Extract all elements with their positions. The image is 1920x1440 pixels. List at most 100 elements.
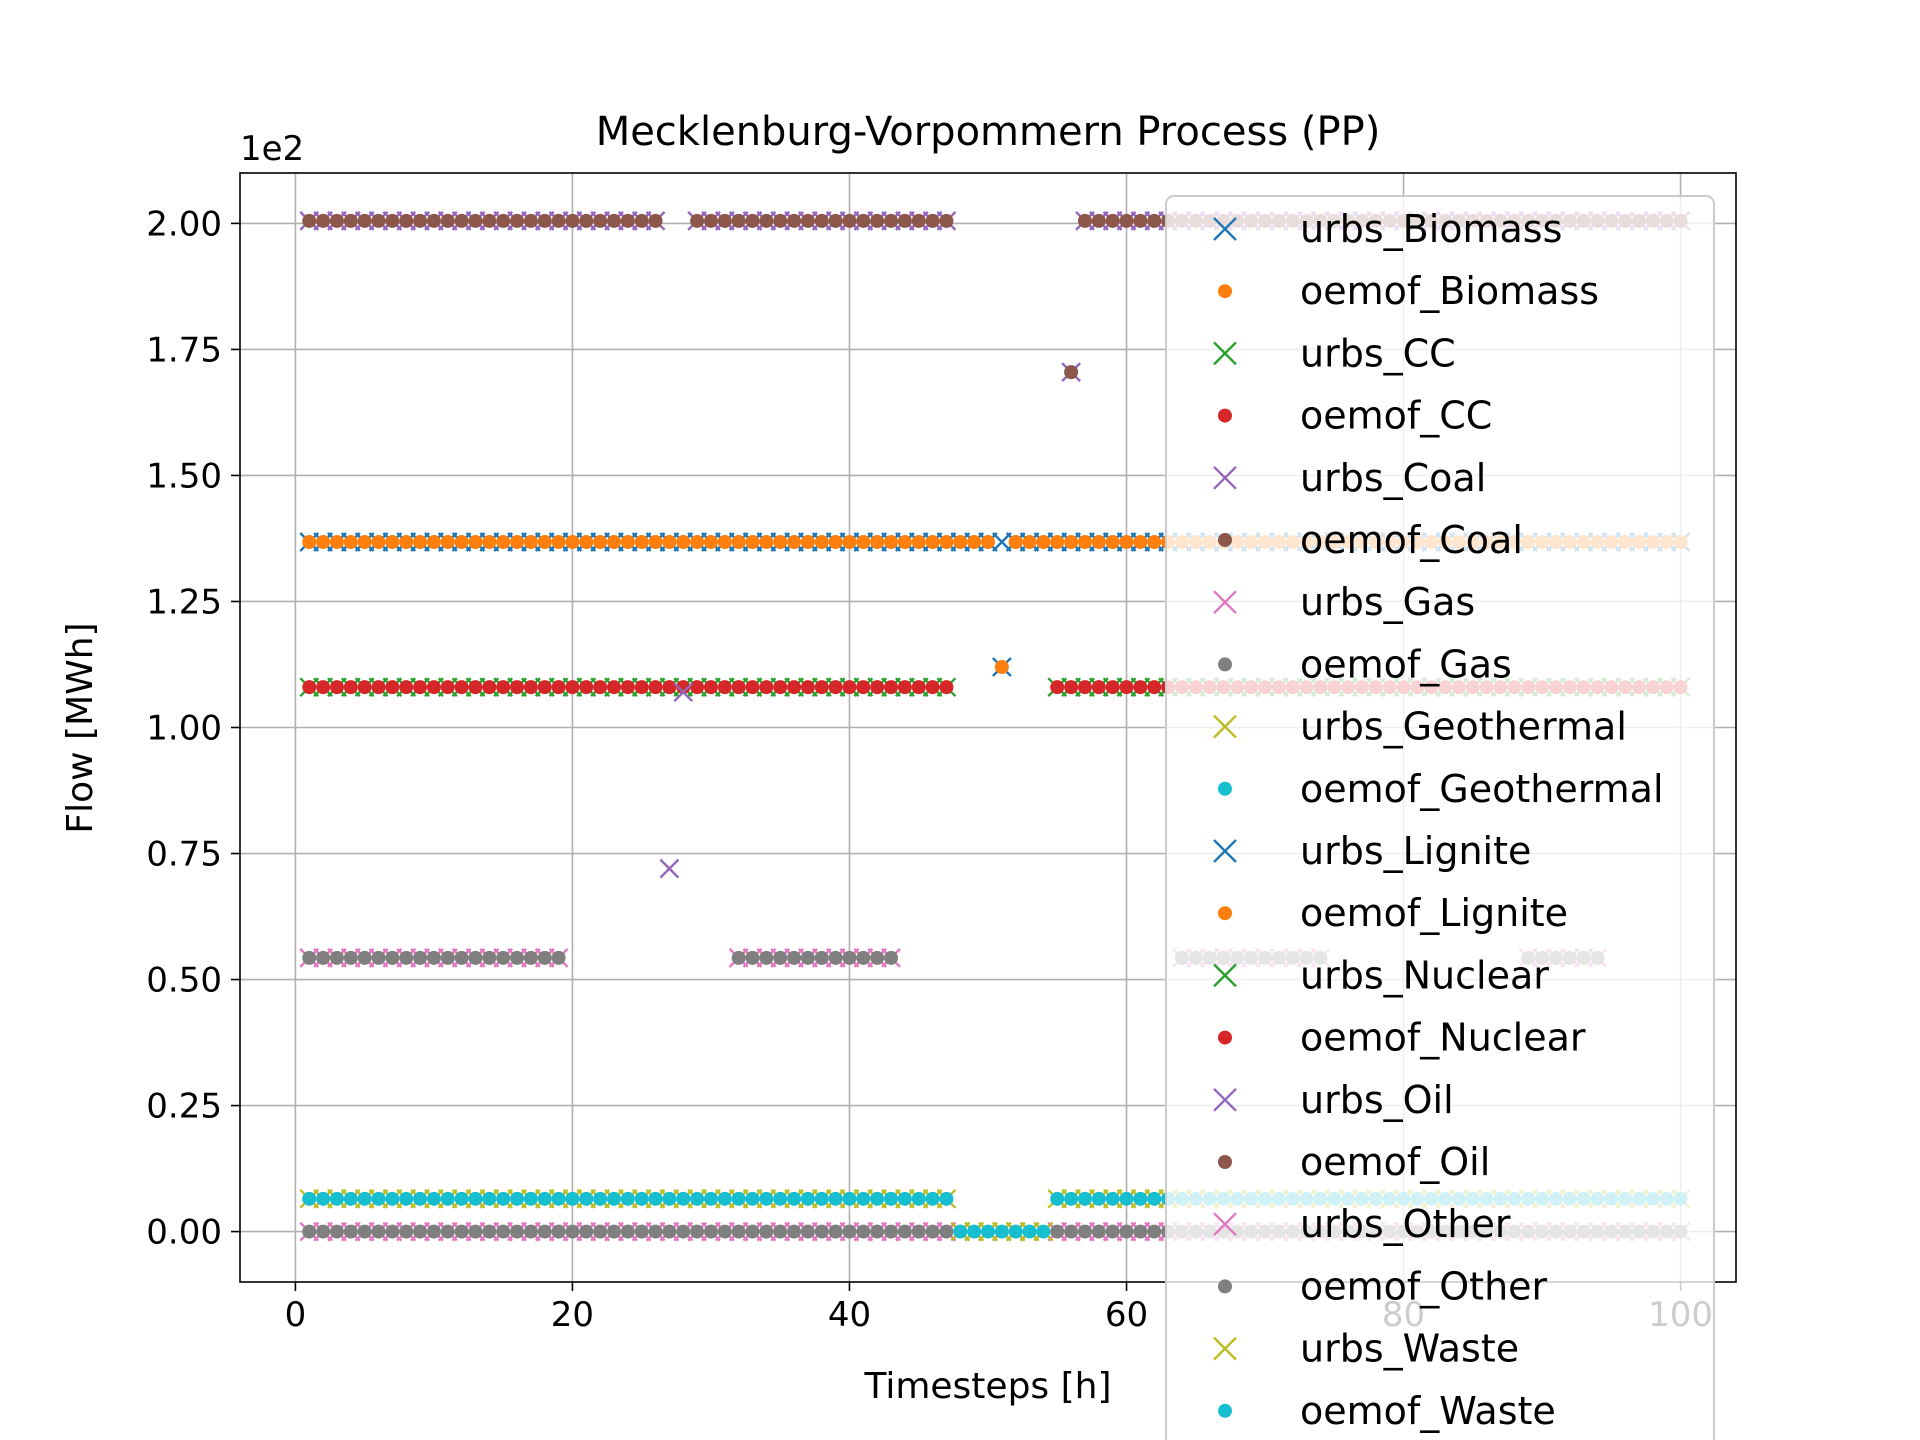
legend: urbs_Biomass oemof_Biomass urbs_CC oemof_CC… — [1165, 195, 1715, 1440]
point-oemof-other — [523, 1224, 538, 1239]
point-oemof-waste — [1008, 1224, 1023, 1239]
point-oemof-geothermal — [828, 1191, 843, 1206]
point-oemof-coal — [787, 213, 802, 228]
point-oemof-biomass — [1119, 534, 1134, 549]
point-oemof-other — [399, 1224, 414, 1239]
point-oemof-other — [676, 1224, 691, 1239]
point-oemof-geothermal — [745, 1191, 760, 1206]
point-oemof-biomass — [1077, 534, 1092, 549]
point-oemof-biomass — [939, 534, 954, 549]
point-oemof-cc — [537, 680, 552, 695]
point-oemof-cc — [634, 680, 649, 695]
point-oemof-cc — [426, 680, 441, 695]
point-oemof-geothermal — [1105, 1191, 1120, 1206]
point-oemof-gas — [537, 950, 552, 965]
point-oemof-cc — [648, 680, 663, 695]
point-oemof-coal — [607, 213, 621, 228]
point-oemof-geothermal — [787, 1191, 802, 1206]
point-oemof-waste — [994, 1224, 1009, 1239]
point-oemof-cc — [870, 680, 885, 695]
point-oemof-gas — [385, 950, 400, 965]
point-oemof-biomass — [897, 534, 912, 549]
point-oemof-other — [925, 1224, 940, 1239]
point-oemof-biomass — [1105, 534, 1120, 549]
point-oemof-geothermal — [426, 1191, 441, 1206]
point-oemof-gas — [745, 950, 760, 965]
point-oemof-biomass — [745, 534, 760, 549]
point-oemof-biomass — [690, 534, 705, 549]
point-oemof-biomass — [884, 534, 899, 549]
point-oemof-gas — [468, 950, 483, 965]
point-oemof-geothermal — [911, 1191, 926, 1206]
point-oemof-other — [496, 1224, 511, 1239]
point-oemof-other — [911, 1224, 926, 1239]
point-oemof-coal — [800, 213, 815, 228]
point-oemof-cc — [593, 680, 608, 695]
point-oemof-coal — [620, 213, 635, 228]
point-oemof-geothermal — [800, 1191, 815, 1206]
point-oemof-waste — [1022, 1224, 1037, 1239]
point-oemof-cc — [413, 680, 428, 695]
point-oemof-coal — [773, 213, 788, 228]
legend-item-oemof-other: oemof_Other — [1218, 1264, 1548, 1308]
legend-marker-oemof-coal — [1218, 533, 1232, 547]
point-oemof-biomass — [703, 534, 718, 549]
point-oemof-biomass — [593, 534, 608, 549]
point-oemof-gas — [357, 950, 372, 965]
legend-label-urbs-oil: urbs_Oil — [1300, 1078, 1454, 1122]
point-oemof-other — [510, 1224, 525, 1239]
point-oemof-biomass — [773, 534, 788, 549]
point-oemof-waste — [1036, 1224, 1051, 1239]
point-oemof-biomass — [510, 534, 525, 549]
point-oemof-biomass — [731, 534, 746, 549]
point-oemof-biomass — [385, 534, 400, 549]
point-oemof-cc — [454, 680, 469, 695]
point-oemof-cc — [842, 680, 857, 695]
point-oemof-cc — [787, 680, 802, 695]
point-oemof-cc — [482, 680, 497, 695]
point-oemof-cc — [620, 680, 635, 695]
point-oemof-cc — [690, 680, 705, 695]
point-oemof-cc — [316, 680, 331, 695]
legend-item-urbs-geothermal: urbs_Geothermal — [1213, 705, 1627, 749]
point-oemof-other — [1133, 1224, 1148, 1239]
point-oemof-gas — [787, 950, 802, 965]
point-oemof-other — [773, 1224, 788, 1239]
point-oemof-geothermal — [620, 1191, 635, 1206]
point-oemof-coal — [634, 213, 649, 228]
point-oemof-geothermal — [496, 1191, 511, 1206]
y-tick-label: 0.25 — [146, 1087, 222, 1127]
point-oemof-geothermal — [856, 1191, 871, 1206]
point-oemof-geothermal — [814, 1191, 829, 1206]
x-tick-label: 20 — [551, 1295, 594, 1335]
point-oemof-geothermal — [1050, 1191, 1065, 1206]
point-oemof-geothermal — [648, 1191, 663, 1206]
point-oemof-biomass — [440, 534, 455, 549]
legend-label-urbs-coal: urbs_Coal — [1300, 456, 1486, 500]
legend-marker-oemof-cc — [1218, 408, 1232, 423]
point-oemof-geothermal — [1133, 1191, 1148, 1206]
legend-marker-oemof-other — [1218, 1279, 1232, 1294]
point-oemof-cc — [884, 680, 899, 695]
point-oemof-cc — [1091, 680, 1106, 695]
point-oemof-biomass — [371, 534, 386, 549]
point-oemof-coal — [302, 213, 317, 228]
point-oemof-cc — [399, 680, 414, 695]
point-oemof-other — [1050, 1224, 1065, 1239]
point-oemof-coal — [717, 213, 732, 228]
point-oemof-other — [828, 1224, 843, 1239]
point-oemof-geothermal — [773, 1191, 788, 1206]
point-oemof-gas — [371, 950, 386, 965]
point-oemof-gas — [413, 950, 428, 965]
point-oemof-coal — [579, 213, 594, 228]
point-oemof-cc — [717, 680, 732, 695]
point-oemof-coal — [842, 213, 857, 228]
point-oemof-other — [316, 1224, 331, 1239]
point-oemof-gas — [731, 950, 746, 965]
point-oemof-biomass — [620, 534, 635, 549]
point-oemof-coal — [911, 213, 926, 228]
point-oemof-gas — [482, 950, 497, 965]
point-oemof-geothermal — [703, 1191, 718, 1206]
point-oemof-cc — [468, 680, 483, 695]
point-oemof-geothermal — [565, 1191, 580, 1206]
